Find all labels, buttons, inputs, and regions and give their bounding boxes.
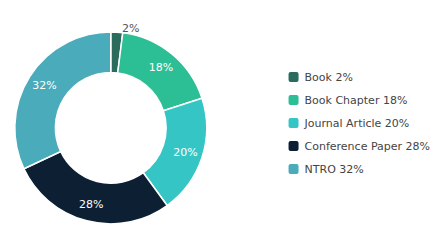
svg-text:NTRO 32%: NTRO 32%	[305, 163, 364, 176]
svg-text:Journal Article 20%: Journal Article 20%	[304, 117, 410, 130]
svg-text:20%: 20%	[173, 146, 197, 159]
svg-text:32%: 32%	[32, 79, 56, 92]
svg-text:Conference Paper 28%: Conference Paper 28%	[305, 140, 430, 153]
svg-text:28%: 28%	[79, 198, 103, 211]
svg-text:2%: 2%	[122, 22, 139, 35]
svg-text:18%: 18%	[149, 61, 173, 74]
svg-text:Book 2%: Book 2%	[305, 71, 353, 84]
svg-text:Book Chapter 18%: Book Chapter 18%	[305, 94, 408, 107]
